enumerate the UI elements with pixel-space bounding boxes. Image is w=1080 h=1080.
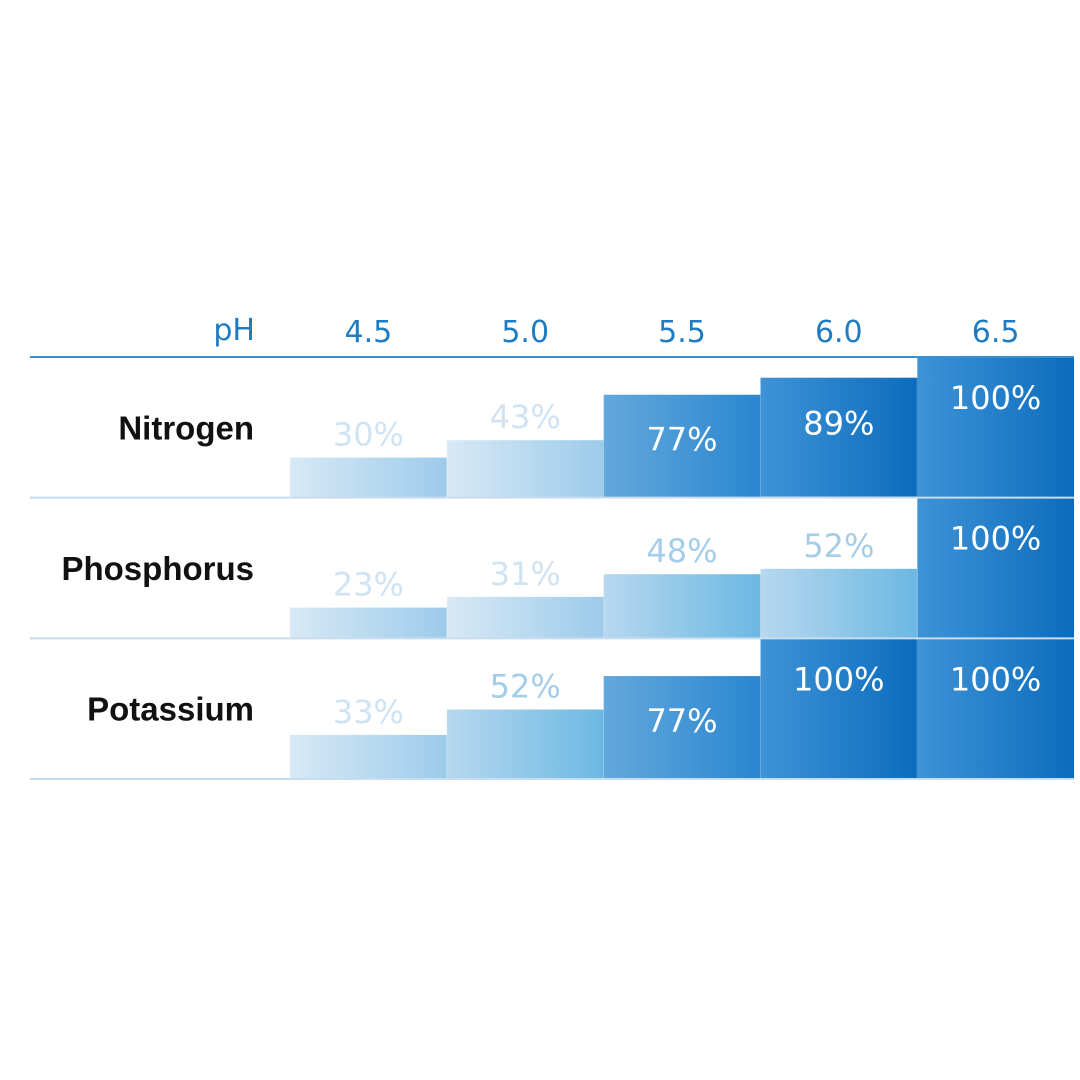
bar-potassium-6.0 [760,638,918,780]
ph-column-labels: 4.5 5.0 5.5 6.0 6.5 [345,315,1020,350]
value-label-phosphorus-6.5: 100% [950,520,1041,558]
row-label-phosphorus: Phosphorus [61,550,254,587]
bar-nitrogen-5.5 [603,394,761,498]
value-label-nitrogen-6.0: 89% [803,405,874,443]
ph-tick-label: 4.5 [345,315,393,350]
ph-tick-label: 5.0 [501,315,549,350]
value-label-potassium-5.0: 52% [490,668,561,706]
bars-group [290,357,1074,780]
value-label-potassium-5.5: 77% [646,702,717,740]
row-label-potassium: Potassium [87,691,254,728]
ph-tick-label: 6.5 [972,315,1020,350]
bar-potassium-5.0 [446,709,605,780]
ph-tick-label: 6.0 [815,315,863,350]
bar-column-6.5 [917,357,1074,780]
value-label-phosphorus-4.5: 23% [333,566,404,604]
value-labels: 30% 43% 77% 89% 100% 23% 31% 48% 52% 100% 33% 52% 77… [333,379,1042,740]
value-label-phosphorus-5.0: 31% [490,555,561,593]
bar-nitrogen-5.0 [446,440,605,498]
value-label-potassium-4.5: 33% [333,693,404,731]
value-label-nitrogen-6.5: 100% [950,379,1041,417]
bar-potassium-4.5 [290,734,448,780]
value-label-potassium-6.5: 100% [950,660,1041,698]
bar-phosphorus-5.5 [603,574,761,639]
row-dividers [30,357,1074,781]
value-label-phosphorus-5.5: 48% [646,532,717,570]
value-label-potassium-6.0: 100% [793,660,884,698]
bar-potassium-5.5 [603,676,761,780]
bar-nitrogen-4.5 [290,457,448,498]
bar-nitrogen-6.0 [760,377,918,497]
value-label-nitrogen-4.5: 30% [333,416,404,454]
value-label-nitrogen-5.5: 77% [646,421,717,459]
nutrient-row-labels: Nitrogen Phosphorus Potassium [61,409,254,727]
bar-phosphorus-6.0 [760,568,918,639]
ph-tick-label: 5.5 [658,315,706,350]
value-label-phosphorus-6.0: 52% [803,527,874,565]
row-label-nitrogen: Nitrogen [118,409,254,446]
value-label-nitrogen-5.0: 43% [490,398,561,436]
ph-header-label: pH [213,313,255,348]
bar-phosphorus-4.5 [290,607,448,639]
bar-phosphorus-5.0 [446,596,605,639]
